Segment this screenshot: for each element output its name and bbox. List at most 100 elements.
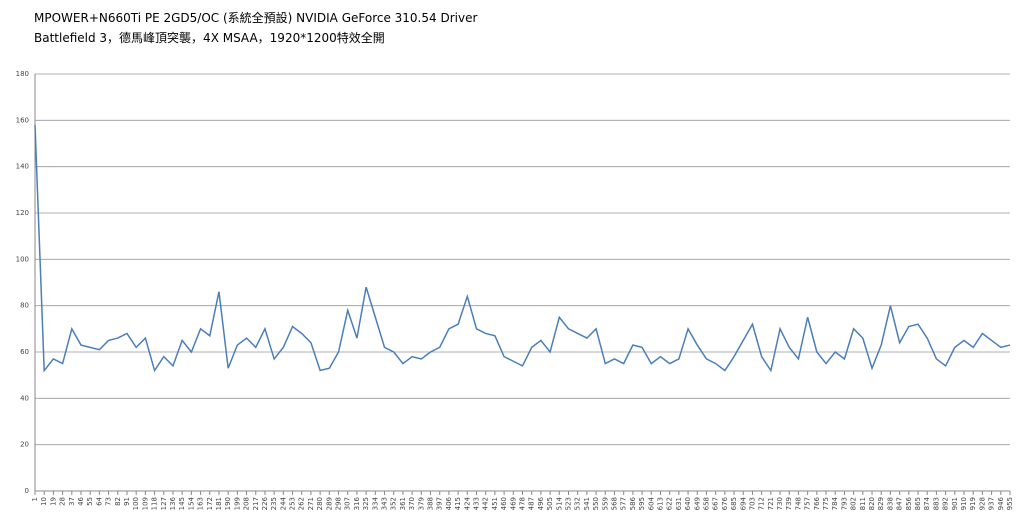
x-tick-label: 784 <box>831 496 839 510</box>
y-tick-label: 20 <box>20 441 29 449</box>
x-tick-label: 28 <box>59 497 67 506</box>
x-tick-label: 136 <box>169 496 177 510</box>
x-tick-label: 892 <box>942 497 950 510</box>
x-tick-label: 262 <box>298 497 306 510</box>
x-tick-label: 775 <box>822 497 830 510</box>
y-tick-label: 60 <box>20 348 29 356</box>
x-tick-label: 280 <box>316 497 324 510</box>
x-tick-label: 343 <box>381 497 389 510</box>
line <box>34 124 1011 373</box>
x-tick-label: 19 <box>49 497 57 506</box>
x-tick-label: 361 <box>399 497 407 510</box>
x-tick-label: 676 <box>721 496 729 510</box>
x-tick-label: 199 <box>233 497 241 510</box>
x-tick-label: 235 <box>270 497 278 510</box>
x-tick-label: 856 <box>905 496 913 510</box>
y-tick-label: 80 <box>20 302 29 310</box>
x-tick-label: 730 <box>776 497 784 510</box>
x-tick-label: 271 <box>307 497 315 510</box>
x-tick-label: 883 <box>932 497 940 510</box>
x-tick-label: 865 <box>914 497 922 510</box>
x-tick-label: 469 <box>509 497 517 510</box>
x-tick-label: 397 <box>436 497 444 510</box>
x-tick-label: 820 <box>868 497 876 510</box>
x-tick-label: 595 <box>638 497 646 510</box>
x-tick-label: 793 <box>840 497 848 510</box>
x-tick-label: 604 <box>647 496 655 510</box>
x-tick-label: 613 <box>656 497 664 510</box>
x-tick-label: 955 <box>1006 497 1014 510</box>
y-tick-label: 100 <box>16 255 29 263</box>
x-tick-label: 253 <box>289 497 297 510</box>
x-tick-label: 559 <box>601 497 609 510</box>
x-tick-label: 586 <box>629 496 637 510</box>
x-tick-label: 91 <box>123 497 131 506</box>
x-tick-label: 721 <box>767 497 775 510</box>
x-tick-label: 415 <box>454 497 462 510</box>
x-tick-label: 802 <box>850 497 858 510</box>
x-tick-label: 190 <box>224 497 232 510</box>
y-tick-label: 40 <box>20 394 29 402</box>
y-tick-label: 140 <box>16 163 29 171</box>
x-tick-label: 946 <box>997 496 1005 510</box>
x-tick-label: 145 <box>178 497 186 510</box>
x-tick-label: 172 <box>206 497 214 510</box>
x-tick-label: 514 <box>555 496 563 510</box>
x-tick-label: 541 <box>583 497 591 510</box>
x-tick-label: 928 <box>978 497 986 510</box>
x-tick-label: 55 <box>86 497 94 506</box>
x-tick-label: 748 <box>794 497 802 510</box>
x-tick-label: 703 <box>748 497 756 510</box>
x-tick-label: 658 <box>702 497 710 510</box>
x-tick-label: 838 <box>886 497 894 510</box>
x-tick-label: 388 <box>427 497 435 510</box>
x-tick-label: 334 <box>371 496 379 510</box>
x-tick-label: 712 <box>758 497 766 510</box>
y-tick-label: 120 <box>16 209 29 217</box>
x-tick-label: 433 <box>473 497 481 510</box>
x-tick-label: 523 <box>564 497 572 510</box>
x-tick-label: 901 <box>951 497 959 510</box>
x-tick-label: 307 <box>344 497 352 510</box>
x-tick-label: 667 <box>712 497 720 510</box>
x-tick-label: 874 <box>923 496 931 510</box>
y-tick-label: 180 <box>16 70 29 78</box>
x-tick-label: 685 <box>730 497 738 510</box>
x-tick-label: 289 <box>325 497 333 510</box>
x-tick-label: 316 <box>353 496 361 510</box>
x-tick-label: 73 <box>105 497 113 506</box>
chart-title: MPOWER+N660Ti PE 2GD5/OC (系統全預設) NVIDIA … <box>34 10 477 25</box>
x-tick-label: 910 <box>960 497 968 510</box>
x-tick-label: 370 <box>408 497 416 510</box>
x-tick-label: 532 <box>574 497 582 510</box>
x-tick-label: 829 <box>877 497 885 510</box>
x-tick-label: 100 <box>132 497 140 510</box>
x-tick-label: 487 <box>528 497 536 510</box>
x-tick-label: 622 <box>666 497 674 510</box>
x-tick-label: 163 <box>197 497 205 510</box>
x-tick-label: 181 <box>215 497 223 510</box>
x-tick-label: 766 <box>813 496 821 510</box>
x-tick-label: 46 <box>77 496 85 505</box>
x-tick-label: 298 <box>335 497 343 510</box>
x-tick-label: 64 <box>95 496 103 505</box>
x-tick-label: 577 <box>620 497 628 510</box>
x-tick-label: 37 <box>68 497 76 506</box>
x-tick-label: 10 <box>40 497 48 506</box>
x-tick-label: 379 <box>417 497 425 510</box>
x-tick-label: 631 <box>675 497 683 510</box>
x-tick-label: 757 <box>804 497 812 510</box>
y-tick-label: 0 <box>25 487 29 495</box>
x-tick-label: 568 <box>610 497 618 510</box>
x-tick-label: 739 <box>785 497 793 510</box>
x-tick-label: 550 <box>592 497 600 510</box>
x-tick-label: 406 <box>445 496 453 510</box>
x-tick-label: 325 <box>362 497 370 510</box>
x-tick-label: 505 <box>546 497 554 510</box>
x-tick-label: 424 <box>463 496 471 510</box>
y-tick-label: 160 <box>16 116 29 124</box>
x-tick-label: 496 <box>537 496 545 510</box>
x-tick-label: 919 <box>969 497 977 510</box>
x-tick-label: 118 <box>151 497 159 510</box>
